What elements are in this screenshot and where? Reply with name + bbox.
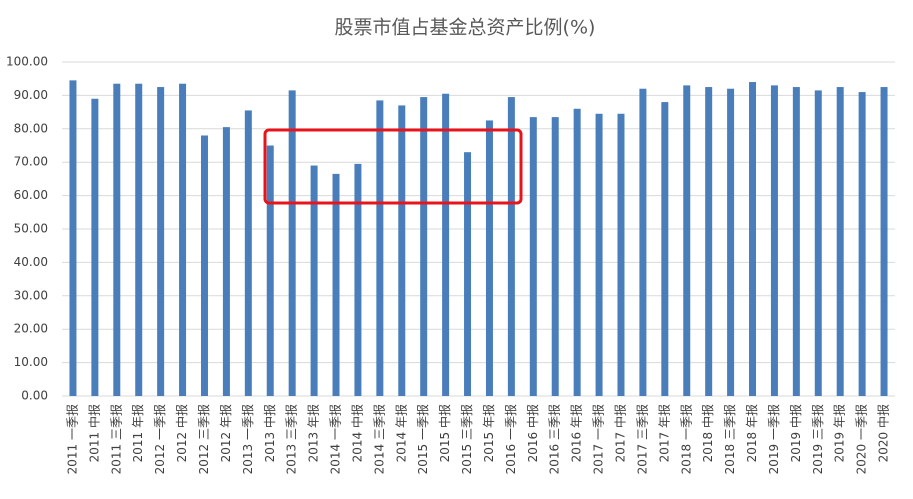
bar	[770, 85, 778, 396]
x-tick-label: 2016 年报	[569, 404, 584, 462]
x-tick-label: 2014 中报	[349, 404, 364, 462]
x-tick-label: 2016 三季报	[547, 404, 562, 474]
bar	[179, 83, 187, 397]
x-tick-label: 2015 年报	[481, 404, 496, 462]
x-tick-label: 2018 中报	[700, 404, 715, 462]
bar	[398, 105, 406, 397]
x-tick-label: 2020 中报	[876, 404, 891, 462]
x-tick-label: 2011 一季报	[64, 404, 79, 474]
x-tick-label: 2020 一季报	[854, 404, 869, 474]
bar	[573, 108, 581, 396]
y-tick-label: 60.00	[14, 188, 48, 202]
bar	[135, 83, 143, 397]
y-tick-label: 0.00	[21, 389, 48, 403]
x-tick-label: 2013 中报	[262, 404, 277, 462]
x-tick-label: 2012 三季报	[196, 404, 211, 474]
bar	[880, 87, 888, 397]
bar	[310, 165, 318, 396]
x-tick-label: 2017 一季报	[591, 404, 606, 474]
x-tick-label: 2018 一季报	[678, 404, 693, 474]
x-tick-label: 2019 年报	[832, 404, 847, 462]
bar	[639, 88, 647, 396]
bar	[595, 113, 603, 397]
bar	[113, 83, 121, 397]
x-tick-label: 2014 年报	[393, 404, 408, 462]
y-tick-label: 10.00	[14, 355, 48, 369]
x-tick-label: 2014 三季报	[371, 404, 386, 474]
bar	[485, 120, 493, 396]
x-tick-label: 2013 一季报	[240, 404, 255, 474]
bar	[200, 135, 208, 397]
bar	[222, 127, 230, 396]
y-tick-label: 90.00	[14, 88, 48, 102]
bar	[420, 97, 428, 396]
x-tick-label: 2011 中报	[86, 404, 101, 462]
bar	[288, 90, 296, 396]
x-tick-label: 2015 一季报	[415, 404, 430, 474]
chart-title: 股票市值占基金总资产比例(%)	[335, 17, 596, 39]
bar	[464, 152, 472, 396]
x-tick-label: 2016 一季报	[503, 404, 518, 474]
x-tick-label: 2012 年报	[218, 404, 233, 462]
bar	[376, 100, 384, 396]
bar	[617, 113, 625, 397]
x-tick-label: 2017 三季报	[634, 404, 649, 474]
y-tick-label: 40.00	[14, 255, 48, 269]
bar	[354, 163, 362, 396]
y-tick-label: 30.00	[14, 288, 48, 302]
bar	[836, 87, 844, 397]
x-tick-label: 2019 中报	[788, 404, 803, 462]
bar	[814, 90, 822, 396]
bar	[858, 92, 866, 396]
y-tick-label: 50.00	[14, 222, 48, 236]
bar	[529, 117, 537, 397]
x-tick-label: 2015 中报	[437, 404, 452, 462]
x-tick-label: 2019 三季报	[810, 404, 825, 474]
bar	[507, 97, 515, 396]
x-tick-label: 2013 年报	[306, 404, 321, 462]
x-tick-label: 2012 一季报	[152, 404, 167, 474]
y-tick-label: 80.00	[14, 121, 48, 135]
x-tick-label: 2018 三季报	[722, 404, 737, 474]
y-tick-label: 100.00	[6, 55, 48, 69]
bar	[266, 145, 274, 396]
bar	[244, 110, 252, 397]
plot-area: 0.00 10.00 20.00 30.00 40.00 50.00 60.00 70.00 8…	[6, 55, 895, 474]
bar	[683, 85, 691, 396]
bar	[792, 87, 800, 397]
highlight-box	[263, 128, 523, 205]
bar	[749, 82, 757, 396]
x-tick-label: 2014 一季报	[328, 404, 343, 474]
x-tick-label: 2013 三季报	[284, 404, 299, 474]
bar	[551, 117, 559, 397]
bar	[661, 102, 669, 396]
bar	[442, 93, 450, 396]
x-tick-label: 2017 年报	[656, 404, 671, 462]
y-tick-label: 20.00	[14, 322, 48, 336]
bar	[157, 87, 165, 397]
bar	[332, 173, 340, 396]
x-tick-label: 2011 年报	[130, 404, 145, 462]
bar	[69, 80, 77, 397]
x-tick-label: 2016 中报	[525, 404, 540, 462]
x-tick-label: 2019 一季报	[766, 404, 781, 474]
bar	[705, 87, 713, 397]
y-tick-label: 70.00	[14, 155, 48, 169]
x-tick-label: 2012 中报	[174, 404, 189, 462]
x-tick-label: 2018 年报	[744, 404, 759, 462]
x-tick-label: 2015 三季报	[459, 404, 474, 474]
bar	[91, 98, 99, 397]
x-tick-label: 2017 中报	[612, 404, 627, 462]
bar	[727, 88, 735, 396]
x-tick-label: 2011 三季报	[108, 404, 123, 474]
